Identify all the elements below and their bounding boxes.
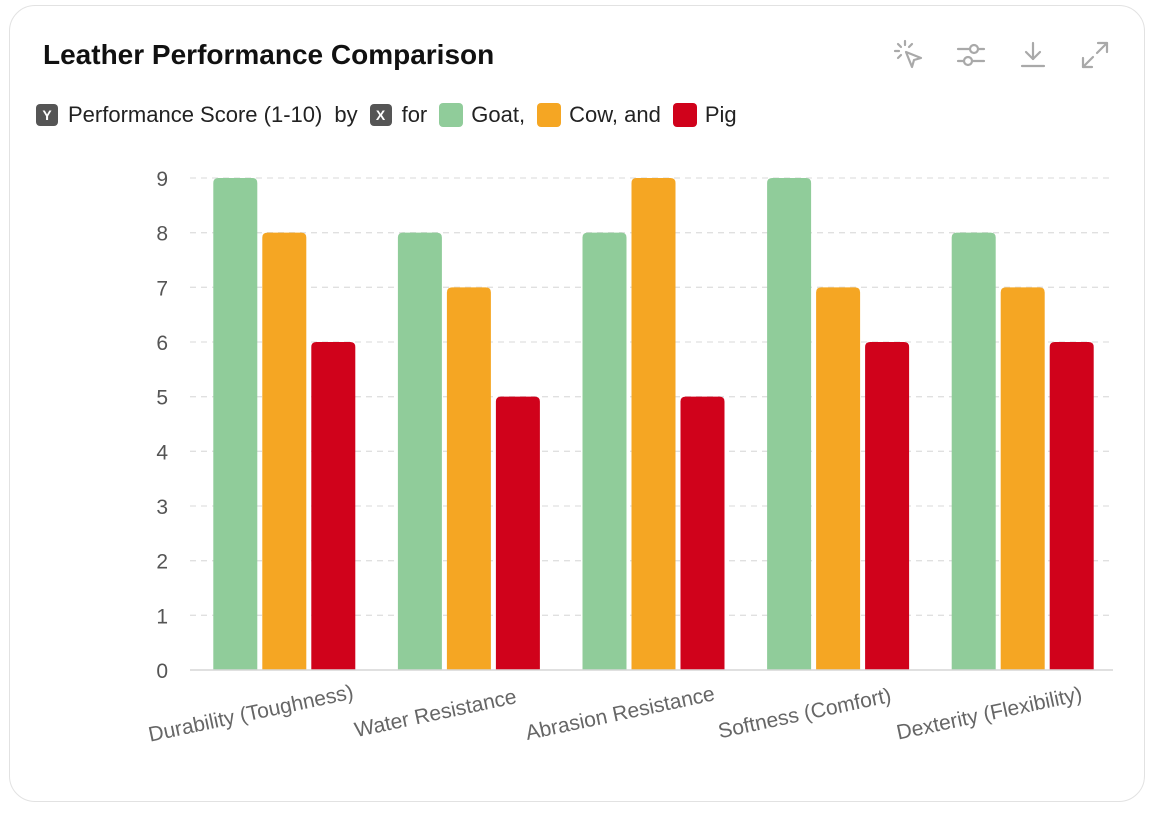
y-tick-label: 1 — [156, 605, 168, 628]
bar-cow-4[interactable] — [1000, 287, 1045, 670]
x-tick-label: Dexterity (Flexibility) — [895, 683, 1085, 745]
x-tick-label: Water Resistance — [352, 685, 518, 742]
bar-goat-1[interactable] — [397, 232, 442, 670]
bar-pig-1[interactable] — [495, 396, 540, 670]
legend-swatch-goat[interactable] — [439, 103, 464, 127]
y-tick-label: 4 — [156, 441, 168, 464]
y-tick-label: 0 — [156, 660, 168, 683]
bar-cow-3[interactable] — [816, 287, 861, 670]
download-icon[interactable] — [1016, 38, 1050, 72]
select-pointer-icon[interactable] — [892, 38, 926, 72]
y-tick-label: 5 — [156, 387, 168, 410]
bar-goat-0[interactable] — [213, 178, 258, 670]
legend-swatch-cow[interactable] — [537, 103, 562, 127]
chart-legend: Y Performance Score (1-10) by X for Goat… — [36, 100, 749, 130]
y-tick-label: 2 — [156, 551, 168, 574]
bar-goat-3[interactable] — [767, 178, 812, 670]
legend-label-goat: Goat, — [471, 102, 526, 127]
chart-toolbar — [892, 38, 1112, 72]
y-tick-label: 8 — [156, 223, 168, 246]
expand-icon[interactable] — [1078, 38, 1112, 72]
by-word: by — [334, 102, 358, 127]
legend-swatch-pig[interactable] — [672, 103, 697, 127]
y-axis-chip[interactable]: Y — [36, 104, 58, 126]
y-axis-ticks: 0 1 2 3 4 5 6 7 8 9 — [156, 168, 168, 683]
bar-pig-3[interactable] — [865, 342, 910, 670]
bar-pig-0[interactable] — [311, 342, 356, 670]
bar-goat-4[interactable] — [951, 232, 996, 670]
x-axis-ticks: Durability (Toughness)Water Resistance Ab… — [146, 681, 1084, 747]
y-tick-label: 9 — [156, 168, 168, 191]
y-axis-label: Performance Score (1-10) — [68, 102, 323, 127]
sliders-icon[interactable] — [954, 38, 988, 72]
bar-cow-0[interactable] — [262, 232, 307, 670]
y-tick-label: 3 — [156, 496, 168, 519]
bar-pig-2[interactable] — [680, 396, 725, 670]
bar-cow-1[interactable] — [446, 287, 491, 670]
bar-pig-4[interactable] — [1049, 342, 1094, 670]
y-tick-label: 7 — [156, 277, 168, 300]
bar-cow-2[interactable] — [631, 178, 676, 670]
bar-goat-2[interactable] — [582, 232, 627, 670]
x-tick-label: Abrasion Resistance — [524, 682, 717, 745]
for-word: for — [401, 102, 428, 127]
legend-label-pig: Pig — [704, 102, 737, 127]
bars — [213, 178, 1094, 670]
chart-title: Leather Performance Comparison — [43, 39, 495, 70]
x-tick-label: Durability (Toughness) — [146, 681, 355, 747]
x-axis-chip[interactable]: X — [369, 104, 392, 126]
legend-label-cow: Cow, and — [569, 102, 661, 127]
y-tick-label: 6 — [156, 332, 168, 355]
x-tick-label: Softness (Comfort) — [716, 684, 893, 743]
